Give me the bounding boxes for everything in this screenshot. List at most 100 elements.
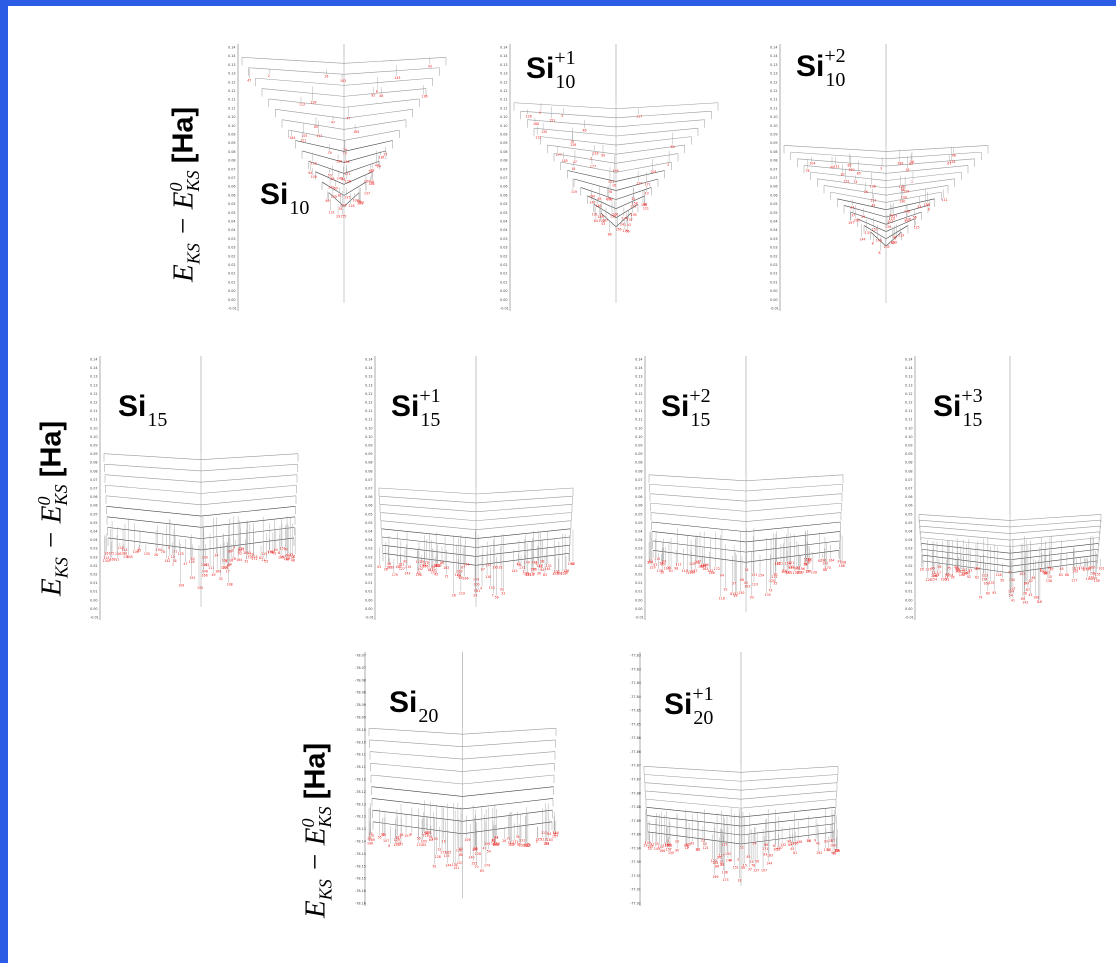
y-tick-label: 0.08 <box>500 150 508 154</box>
minimum-label: 26 <box>502 839 506 843</box>
minimum-label: 46 <box>807 558 811 562</box>
minimum-label: 9 <box>168 546 170 550</box>
y-tick-label: -78.07 <box>355 654 366 658</box>
minimum-label: 125 <box>178 552 184 556</box>
y-tick-label: 0.09 <box>635 452 643 456</box>
minimum-label: 116 <box>118 546 124 550</box>
minimum-label: 81 <box>338 194 342 198</box>
minimum-label: 131 <box>519 838 525 842</box>
y-tick-label: 0.05 <box>635 512 643 516</box>
y-tick-label: -78.12 <box>355 790 366 794</box>
minimum-label: 56 <box>755 859 759 863</box>
minimum-label: 31 <box>720 862 724 866</box>
minimum-label: 110 <box>689 562 695 566</box>
minimum-label: 169 <box>891 240 897 244</box>
y-tick-label: 0.12 <box>635 401 643 405</box>
minimum-label: 42 <box>417 571 421 575</box>
minimum-label: 131 <box>546 564 552 568</box>
minimum-label: 86 <box>795 567 799 571</box>
minimum-label: 184 <box>289 136 295 140</box>
y-tick-label: 0.01 <box>228 280 236 284</box>
minimum-label: 34 <box>214 554 218 558</box>
minimum-label: 108 <box>1033 596 1039 600</box>
minimum-label: 140 <box>468 855 474 859</box>
y-tick-label: 0.10 <box>90 426 98 430</box>
minimum-label: 101 <box>1098 567 1104 571</box>
minimum-label: 42 <box>492 839 496 843</box>
minimum-label: 78 <box>564 570 568 574</box>
minimum-label: 189 <box>698 564 704 568</box>
minimum-label: 118 <box>719 597 725 601</box>
minimum-label: 165 <box>712 861 718 865</box>
minimum-label: 159 <box>610 214 616 218</box>
y-tick-label: -78.14 <box>355 852 366 856</box>
minimum-label: 143 <box>589 200 595 204</box>
minimum-label: 123 <box>798 570 804 574</box>
minimum-label: 195 <box>822 562 828 566</box>
minimum-label: 31 <box>779 562 783 566</box>
minimum-label: 181 <box>379 155 385 159</box>
minimum-label: 192 <box>519 843 525 847</box>
minimum-label: 98 <box>674 566 678 570</box>
minimum-label: 37 <box>399 842 403 846</box>
minimum-label: 139 <box>885 225 891 229</box>
minimum-label: 179 <box>560 572 566 576</box>
minimum-label: 143 <box>404 571 410 575</box>
minimum-label: 173 <box>1083 567 1089 571</box>
y-tick-label: 0.08 <box>635 461 643 465</box>
minimum-label: 186 <box>368 182 374 186</box>
minimum-label: 155 <box>1094 573 1100 577</box>
y-tick-label: 0.13 <box>905 375 913 379</box>
minimum-label: 116 <box>349 204 355 208</box>
y-tick-label: 0.14 <box>905 358 913 362</box>
y-tick-label: 0.13 <box>228 72 236 76</box>
minimum-label: 71 <box>445 575 449 579</box>
minimum-label: 55 <box>378 836 382 840</box>
y-tick-label: 0.00 <box>905 598 913 602</box>
minimum-label: 130 <box>541 130 547 134</box>
minimum-label: 113 <box>898 233 904 237</box>
minimum-label: 63 <box>480 869 484 873</box>
y-tick-label: 0.08 <box>770 159 778 163</box>
minimum-label: 20 <box>473 847 477 851</box>
minimum-label: 8 <box>293 554 295 558</box>
minimum-label: 32 <box>501 592 505 596</box>
minimum-label: 149 <box>222 566 228 570</box>
minimum-label: 6 <box>687 845 689 849</box>
minimum-label: 170 <box>825 566 831 570</box>
minimum-label: 124 <box>395 841 401 845</box>
y-tick-label: 0.14 <box>90 366 98 370</box>
y-tick-label: 0.07 <box>635 478 643 482</box>
tree-si10-plus1: 0.14 0.14 0.13 0.13 0.12 0.12 0.11 0.11 0.10 0.10… <box>500 44 719 311</box>
minimum-label: 126 <box>925 578 931 582</box>
minimum-label: 137 <box>627 218 633 222</box>
y-tick-label: 0.05 <box>500 211 508 215</box>
minimum-label: 113 <box>299 103 305 107</box>
y-tick-label: 0.03 <box>500 246 508 250</box>
y-tick-label: -78.08 <box>355 691 366 695</box>
minimum-label: 29 <box>806 569 810 573</box>
y-tick-label: 0.04 <box>228 228 236 232</box>
y-tick-label: 0.12 <box>365 401 373 405</box>
minimum-label: 95 <box>945 573 949 577</box>
minimum-label: 35 <box>655 842 659 846</box>
y-tick-label: 0.06 <box>90 495 98 499</box>
y-tick-label: 0.05 <box>905 521 913 525</box>
y-tick-label: 0.07 <box>905 478 913 482</box>
minimum-label: 93 <box>763 852 767 856</box>
minimum-label: 140 <box>524 560 530 564</box>
minimum-label: 196 <box>612 169 618 173</box>
y-tick-label: 0.03 <box>365 555 373 559</box>
minimum-label: 145 <box>203 563 209 567</box>
minimum-label: 5 <box>1037 600 1039 604</box>
minimum-label: 83 <box>835 848 839 852</box>
minimum-label: 92 <box>832 851 836 855</box>
y-tick-label: 0.12 <box>905 392 913 396</box>
panel-si10-plus1: 0.14 0.14 0.13 0.13 0.12 0.12 0.11 0.11 0.10 0.10… <box>500 40 722 315</box>
minimum-label: 3 <box>109 559 111 563</box>
minimum-label: 17 <box>226 569 230 573</box>
minimum-label: 83 <box>956 569 960 573</box>
minimum-label: 121 <box>329 210 335 214</box>
minimum-label: 26 <box>910 160 914 164</box>
tree-si15-plus1: 0.14 0.14 0.13 0.13 0.12 0.12 0.11 0.11 0.10 0.10… <box>365 356 575 620</box>
